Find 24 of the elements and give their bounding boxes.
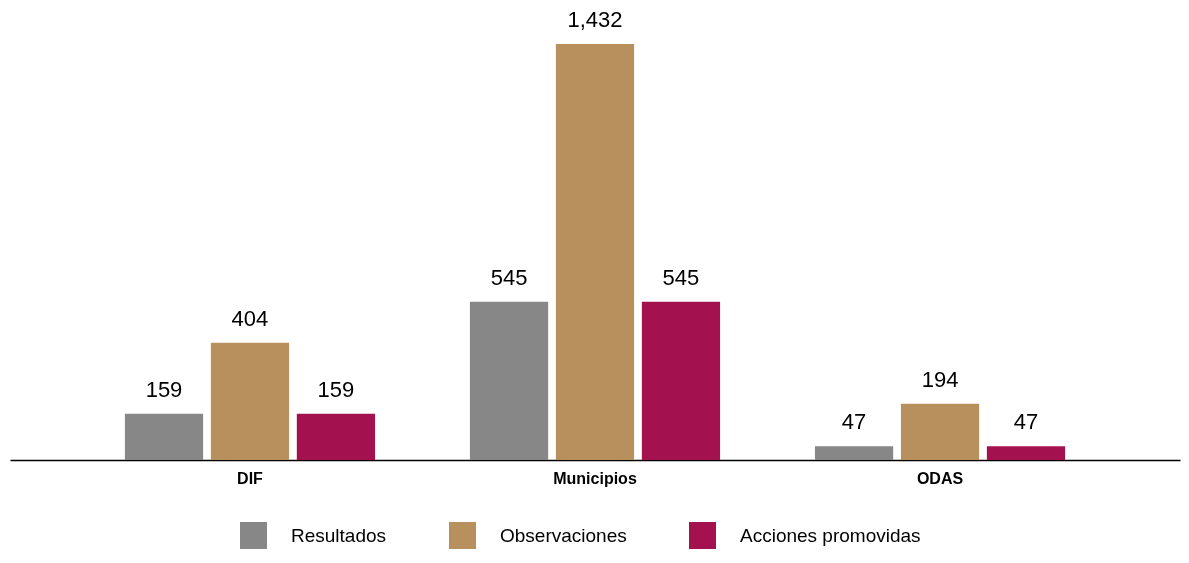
legend-label: Resultados [291,524,387,546]
bar [124,413,204,460]
bar [641,301,721,460]
data-label: 159 [145,376,183,402]
bar [900,403,980,460]
bar [296,413,376,460]
bar [469,301,549,460]
data-label: 159 [317,376,355,402]
x-tick-label: Municipios [553,469,637,487]
x-tick-label: ODAS [916,469,964,487]
legend-label: Observaciones [500,524,627,546]
data-label: 1,432 [567,7,623,32]
legend-label: Acciones promovidas [740,524,921,546]
data-label: 47 [841,409,867,435]
bar [814,446,894,460]
x-tick-label: DIF [237,469,264,487]
bar [555,44,635,460]
data-label: 47 [1013,409,1039,435]
data-label: 545 [662,264,700,290]
data-label: 404 [231,305,269,331]
data-label: 545 [490,264,528,290]
bar [210,342,290,460]
bar [986,446,1066,460]
data-label: 194 [921,366,959,392]
